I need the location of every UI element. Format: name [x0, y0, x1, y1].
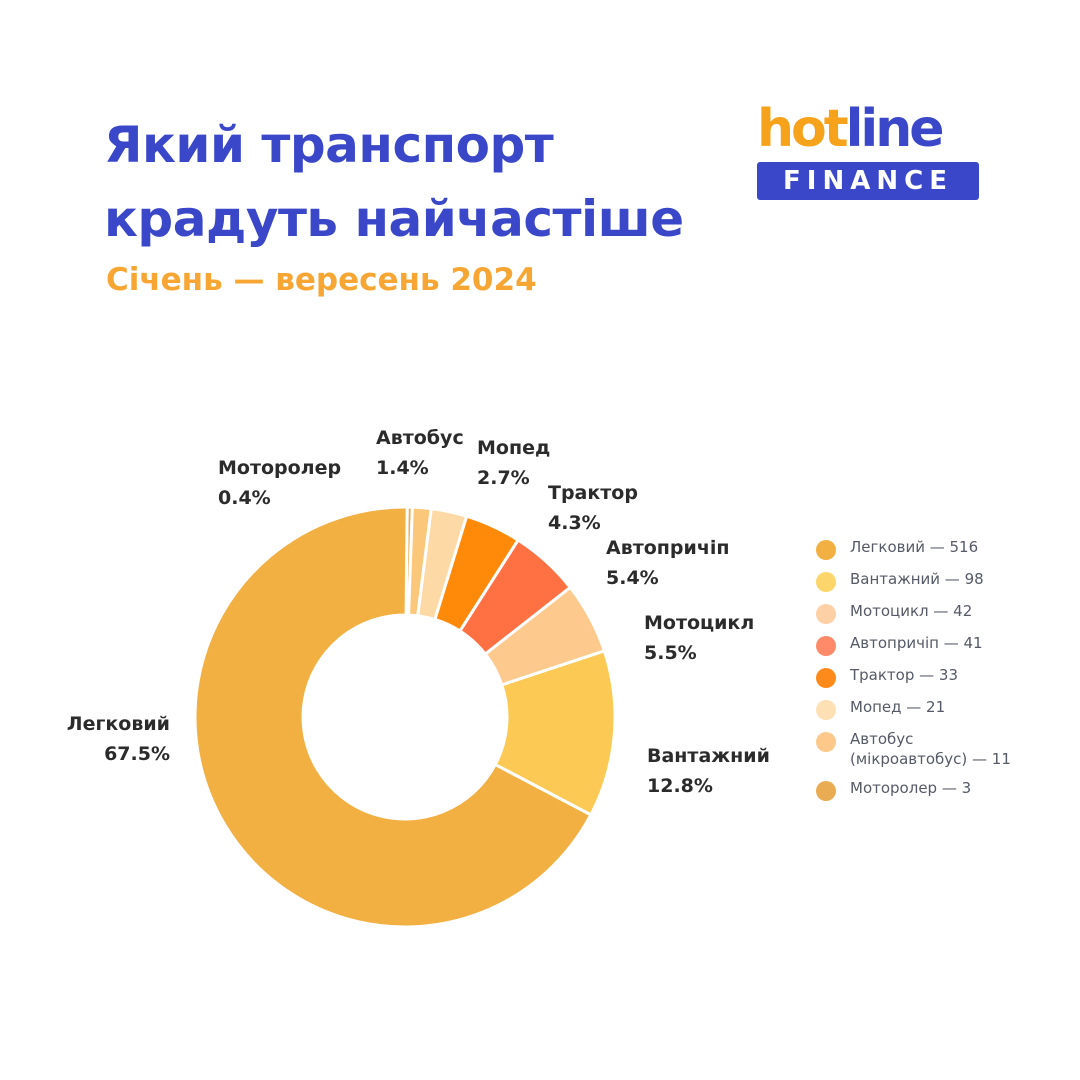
slice-label-percent: 4.3% [548, 512, 601, 534]
title-line-2: крадуть найчастіше [104, 190, 684, 248]
slice-label-name: Автобус [376, 427, 464, 449]
slice-label-percent: 5.5% [644, 642, 697, 664]
slice-label-name: Автопричіп [606, 537, 730, 559]
slice-label-percent: 2.7% [477, 467, 530, 489]
legend-item: Вантажний — 98 [816, 569, 1066, 592]
legend-swatch [816, 572, 836, 592]
legend-label: Мотоцикл — 42 [850, 602, 973, 620]
legend-item: Легковий — 516 [816, 537, 1066, 560]
legend-swatch [816, 781, 836, 801]
legend-label: Автобус (мікроавтобус) — 11 [850, 730, 1011, 768]
title-line-1: Який транспорт [104, 116, 554, 174]
logo-finance-badge: FINANCE [757, 162, 979, 200]
legend-item: Автопричіп — 41 [816, 633, 1066, 656]
slice-label-name: Вантажний [647, 745, 770, 767]
legend-label: Автопричіп — 41 [850, 634, 983, 652]
legend-label: Моторолер — 3 [850, 779, 972, 797]
page-subtitle: Січень — вересень 2024 [106, 262, 537, 298]
legend-label: Мопед — 21 [850, 698, 946, 716]
slice-label-name: Мотоцикл [644, 612, 754, 634]
logo-hot-text: hot [757, 99, 849, 159]
legend-item: Мопед — 21 [816, 697, 1066, 720]
slice-label-percent: 0.4% [218, 487, 271, 509]
legend-swatch [816, 604, 836, 624]
slice-label-name: Трактор [548, 482, 638, 504]
slice-label-percent: 1.4% [376, 457, 429, 479]
slice-label-name: Легковий [67, 713, 170, 735]
page-title: Який транспорт крадуть найчастіше [104, 108, 684, 256]
legend-swatch [816, 732, 836, 752]
legend-label: Вантажний — 98 [850, 570, 984, 588]
slice-label-name: Моторолер [218, 457, 341, 479]
slice-label-percent: 5.4% [606, 567, 659, 589]
logo-wordmark: hotline [757, 100, 979, 158]
slice-Легковий [193, 505, 593, 929]
legend-swatch [816, 636, 836, 656]
legend-item: Моторолер — 3 [816, 778, 1066, 801]
legend-item: Трактор — 33 [816, 665, 1066, 688]
logo-line-text: line [845, 99, 945, 159]
chart-legend: Легковий — 516 Вантажний — 98 Мотоцикл — 4… [816, 537, 1066, 810]
legend-swatch [816, 700, 836, 720]
hotline-finance-logo: hotline FINANCE [757, 100, 979, 200]
slice-label-percent: 12.8% [647, 775, 713, 797]
legend-label: Легковий — 516 [850, 538, 979, 556]
legend-swatch [816, 540, 836, 560]
legend-item: Автобус (мікроавтобус) — 11 [816, 729, 1066, 769]
legend-item: Мотоцикл — 42 [816, 601, 1066, 624]
legend-label: Трактор — 33 [850, 666, 958, 684]
legend-swatch [816, 668, 836, 688]
slice-label-name: Мопед [477, 437, 550, 459]
slice-label-percent: 67.5% [104, 743, 170, 765]
